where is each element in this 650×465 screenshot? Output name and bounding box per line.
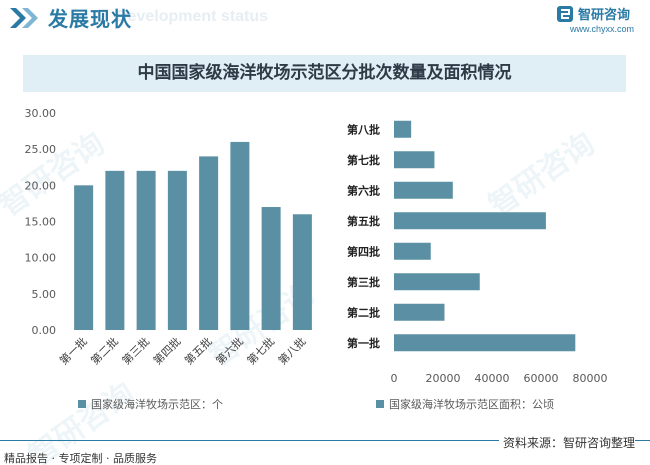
brand-url: www.chyxx.com [570, 24, 635, 34]
footer-divider [0, 440, 650, 441]
brand: 智研咨询 [556, 4, 630, 23]
y-tick-label: 15.00 [25, 216, 57, 229]
count-bar [292, 214, 312, 330]
y-tick-label: 30.00 [25, 107, 57, 120]
header-ghost-text: Development status [116, 8, 269, 25]
x-tick-label: 60000 [524, 372, 559, 385]
y-tick-label: 25.00 [25, 143, 57, 156]
count-bar [167, 170, 187, 330]
y-tick-label: 20.00 [25, 179, 57, 192]
x-category-label: 第二批 [88, 334, 121, 367]
double-chevron-icon [10, 8, 38, 28]
count-bar [105, 170, 125, 330]
chart-title-band: 中国国家级海洋牧场示范区分批次数量及面积情况 [23, 55, 626, 92]
count-bar-chart: 0.005.0010.0015.0020.0025.0030.00第一批第二批第… [25, 107, 312, 411]
x-category-label: 第六批 [213, 334, 246, 367]
chart-title: 中国国家级海洋牧场示范区分批次数量及面积情况 [137, 63, 512, 83]
legend-label: 国家级海洋牧场示范区面积：公顷 [389, 397, 554, 411]
area-bar [394, 120, 412, 138]
section-title: 发展现状 [48, 7, 132, 31]
area-bar [394, 212, 546, 230]
count-bar [74, 185, 94, 330]
count-bar [230, 141, 250, 330]
y-tick-label: 10.00 [25, 252, 57, 265]
brand-name: 智研咨询 [578, 8, 631, 23]
x-tick-label: 0 [391, 372, 398, 385]
area-bar-chart: 第一批 第二批 第三批 第四批 第五批 第六批 第七批 第八批 0 20000 40000 60000… [347, 120, 608, 411]
x-category-label: 第八批 [275, 334, 308, 367]
y-category-label: 第三批 [347, 275, 380, 289]
x-category-label: 第五批 [182, 334, 215, 367]
x-category-label: 第三批 [119, 334, 152, 367]
y-category-label: 第五批 [347, 214, 380, 228]
source-note: 资料来源：智研咨询整理 [499, 434, 636, 451]
y-category-label: 第四批 [347, 244, 380, 258]
x-tick-label: 20000 [426, 372, 461, 385]
y-category-label: 第六批 [347, 183, 380, 197]
x-category-label: 第四批 [150, 334, 183, 367]
legend-swatch [78, 400, 86, 408]
y-category-label: 第八批 [347, 122, 380, 136]
y-category-label: 第二批 [347, 305, 380, 319]
legend-label: 国家级海洋牧场示范区：个 [91, 397, 223, 411]
count-bar [261, 207, 281, 330]
y-tick-label: 5.00 [32, 288, 57, 301]
legend-swatch [376, 400, 384, 408]
area-bar [394, 242, 431, 260]
area-bar [394, 334, 576, 352]
x-tick-label: 40000 [475, 372, 510, 385]
brand-logo-icon [557, 5, 573, 22]
x-category-label: 第七批 [244, 334, 277, 367]
footer-tagline: 精品报告 · 专项定制 · 品质服务 [4, 452, 157, 465]
page-header: Development status 发展现状 智研咨询 www.chyxx.c… [0, 0, 650, 38]
area-bar [394, 273, 480, 291]
area-bar [394, 151, 435, 169]
area-bar [394, 303, 445, 321]
count-bar [136, 170, 156, 330]
y-category-label: 第七批 [347, 153, 380, 167]
y-category-label: 第一批 [347, 336, 380, 350]
count-bar [199, 156, 219, 330]
x-tick-label: 80000 [573, 372, 608, 385]
x-category-label: 第一批 [57, 334, 90, 367]
y-tick-label: 0.00 [32, 324, 57, 337]
area-bar [394, 181, 453, 199]
